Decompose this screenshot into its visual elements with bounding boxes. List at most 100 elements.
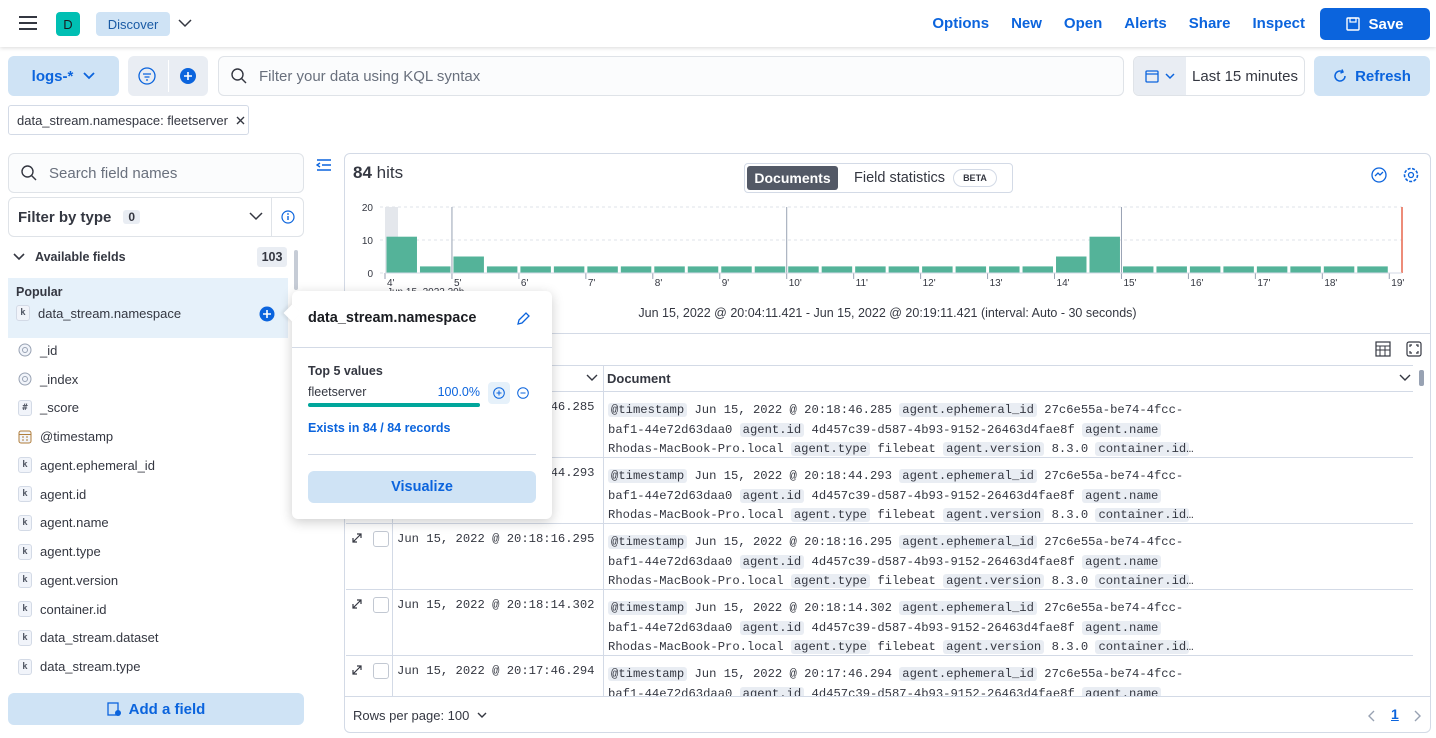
field-item[interactable]: k data_stream.dataset: [8, 624, 288, 653]
icon-shape: [352, 599, 362, 609]
x-tick-label: 18': [1324, 278, 1337, 289]
save-button[interactable]: Save: [1320, 8, 1430, 40]
field-item[interactable]: k agent.id: [8, 480, 288, 509]
edit-field[interactable]: [515, 311, 531, 327]
field-item[interactable]: k agent.type: [8, 537, 288, 566]
menu-item[interactable]: Inspect: [1252, 15, 1305, 32]
row-timestamp: Jun 15, 2022 @ 20:17:46.294: [397, 664, 595, 678]
filter-count: 0: [123, 210, 141, 224]
doc-value: filebeat: [877, 574, 936, 588]
field-type-icon: k: [18, 514, 32, 531]
expand-row[interactable]: [351, 598, 363, 610]
x-tick-label: 13': [990, 278, 1003, 289]
field-item[interactable]: k data_stream.namespace: [8, 298, 288, 328]
refresh-button[interactable]: Refresh: [1314, 56, 1430, 96]
add-filter-button[interactable]: [179, 67, 197, 85]
field-statistics-tab[interactable]: Field statistics: [854, 170, 946, 186]
space-avatar[interactable]: D: [56, 12, 80, 36]
bar: [922, 266, 953, 273]
rows-per-page[interactable]: Rows per page: 100: [353, 708, 487, 723]
quick-menu[interactable]: [1134, 57, 1186, 95]
help-icon[interactable]: [281, 210, 295, 224]
visualize-button[interactable]: Visualize: [308, 471, 536, 503]
x-tick-label: 14': [1057, 278, 1070, 289]
icon-shape: [22, 376, 28, 383]
row-checkbox[interactable]: [373, 531, 389, 547]
doc-value: 27c6e55a-be74-4fcc-baf1-44e72d63daa0: [608, 667, 1184, 696]
doc-key: agent.type: [790, 508, 870, 522]
field-name: container.id: [40, 601, 107, 617]
expand-row[interactable]: [351, 664, 363, 676]
prev-page[interactable]: [1368, 710, 1376, 722]
field-item[interactable]: # _score: [8, 394, 288, 423]
filter-for-value[interactable]: [488, 382, 510, 404]
field-item[interactable]: k container.id: [8, 595, 288, 624]
add-field-button[interactable]: [259, 306, 275, 322]
view-tabs: Documents Field statistics BETA: [744, 163, 1013, 193]
field-item[interactable]: @timestamp: [8, 422, 288, 451]
available-fields-header[interactable]: Available fields 103: [8, 245, 290, 269]
field-type-icon: k: [18, 629, 32, 646]
row-checkbox[interactable]: [373, 597, 389, 613]
settings[interactable]: [1402, 166, 1420, 184]
documents-tab[interactable]: Documents: [747, 166, 838, 190]
menu-item[interactable]: Alerts: [1124, 15, 1167, 32]
next-page[interactable]: [1414, 710, 1422, 722]
chevron: [477, 712, 487, 718]
field-item[interactable]: k agent.ephemeral_id: [8, 451, 288, 480]
bar: [788, 266, 819, 273]
kql-input[interactable]: Filter your data using KQL syntax: [218, 56, 1124, 96]
remove-filter[interactable]: [236, 116, 245, 125]
saved-query-button[interactable]: [138, 67, 156, 85]
date-picker[interactable]: Last 15 minutes: [1133, 56, 1305, 96]
field-item[interactable]: _index: [8, 365, 288, 394]
menu-item[interactable]: Open: [1063, 15, 1103, 32]
divider: [271, 198, 272, 236]
x-tick-label: 9': [722, 278, 730, 289]
bar: [1189, 266, 1221, 273]
data-view-picker[interactable]: logs-*: [8, 56, 119, 96]
hits-count: 84: [353, 163, 372, 182]
save-label: Save: [1368, 15, 1404, 33]
field-item[interactable]: k data_stream.type: [8, 652, 288, 681]
page-number[interactable]: 1: [1391, 706, 1399, 722]
collapse-sidebar[interactable]: [316, 158, 332, 172]
breadcrumb[interactable]: Discover: [96, 12, 170, 36]
menu-toggle[interactable]: [19, 16, 37, 30]
histogram-caption: Jun 15, 2022 @ 20:04:11.421 - Jun 15, 20…: [638, 306, 1137, 320]
field-item[interactable]: _id: [8, 336, 288, 365]
expand-row[interactable]: [351, 532, 363, 544]
breadcrumb-chevron[interactable]: [178, 18, 192, 28]
document-cell: @timestamp Jun 15, 2022 @ 20:18:14.302 a…: [608, 599, 1218, 658]
fullscreen-button[interactable]: [1406, 341, 1422, 357]
doc-key: @timestamp: [608, 601, 688, 615]
table-row: Jun 15, 2022 @ 20:17:46.294 @timestamp Ju…: [346, 656, 1413, 696]
filter-pill[interactable]: data_stream.namespace: fleetserver: [8, 105, 249, 135]
field-item[interactable]: k agent.name: [8, 509, 288, 538]
chart-options[interactable]: [1370, 166, 1388, 184]
filter-out-value[interactable]: [517, 387, 529, 399]
doc-value: Jun 15, 2022 @ 20:18:14.302: [694, 601, 892, 615]
doc-key: agent.id: [739, 554, 805, 569]
x-tick-label: 11': [856, 278, 868, 289]
popular-list: k data_stream.namespace: [8, 298, 288, 328]
field-item[interactable]: k agent.version: [8, 566, 288, 595]
chevron: [249, 212, 263, 221]
data-view-label: logs-*: [31, 67, 74, 85]
doc-key: agent.version: [943, 442, 1045, 456]
menu-item[interactable]: Share: [1188, 15, 1231, 32]
hits-label: hits: [376, 163, 404, 182]
filter-by-type[interactable]: Filter by type 0: [8, 197, 304, 237]
menu-item[interactable]: Options: [932, 15, 990, 32]
top-menu: Options New Open Alerts Share Inspect: [910, 0, 1305, 47]
field-search[interactable]: Search field names: [8, 153, 304, 193]
menu-item[interactable]: New: [1011, 15, 1042, 32]
row-checkbox[interactable]: [373, 663, 389, 679]
density-button[interactable]: [1375, 341, 1391, 357]
doc-value: Rhodas-MacBook-Pro.local: [608, 574, 784, 588]
add-a-field-button[interactable]: Add a field: [8, 693, 304, 725]
rows-per-page-label: Rows per page: 100: [353, 708, 470, 723]
column-menu[interactable]: [1399, 374, 1411, 382]
field-name: _index: [40, 371, 79, 387]
column-menu[interactable]: [586, 374, 598, 382]
